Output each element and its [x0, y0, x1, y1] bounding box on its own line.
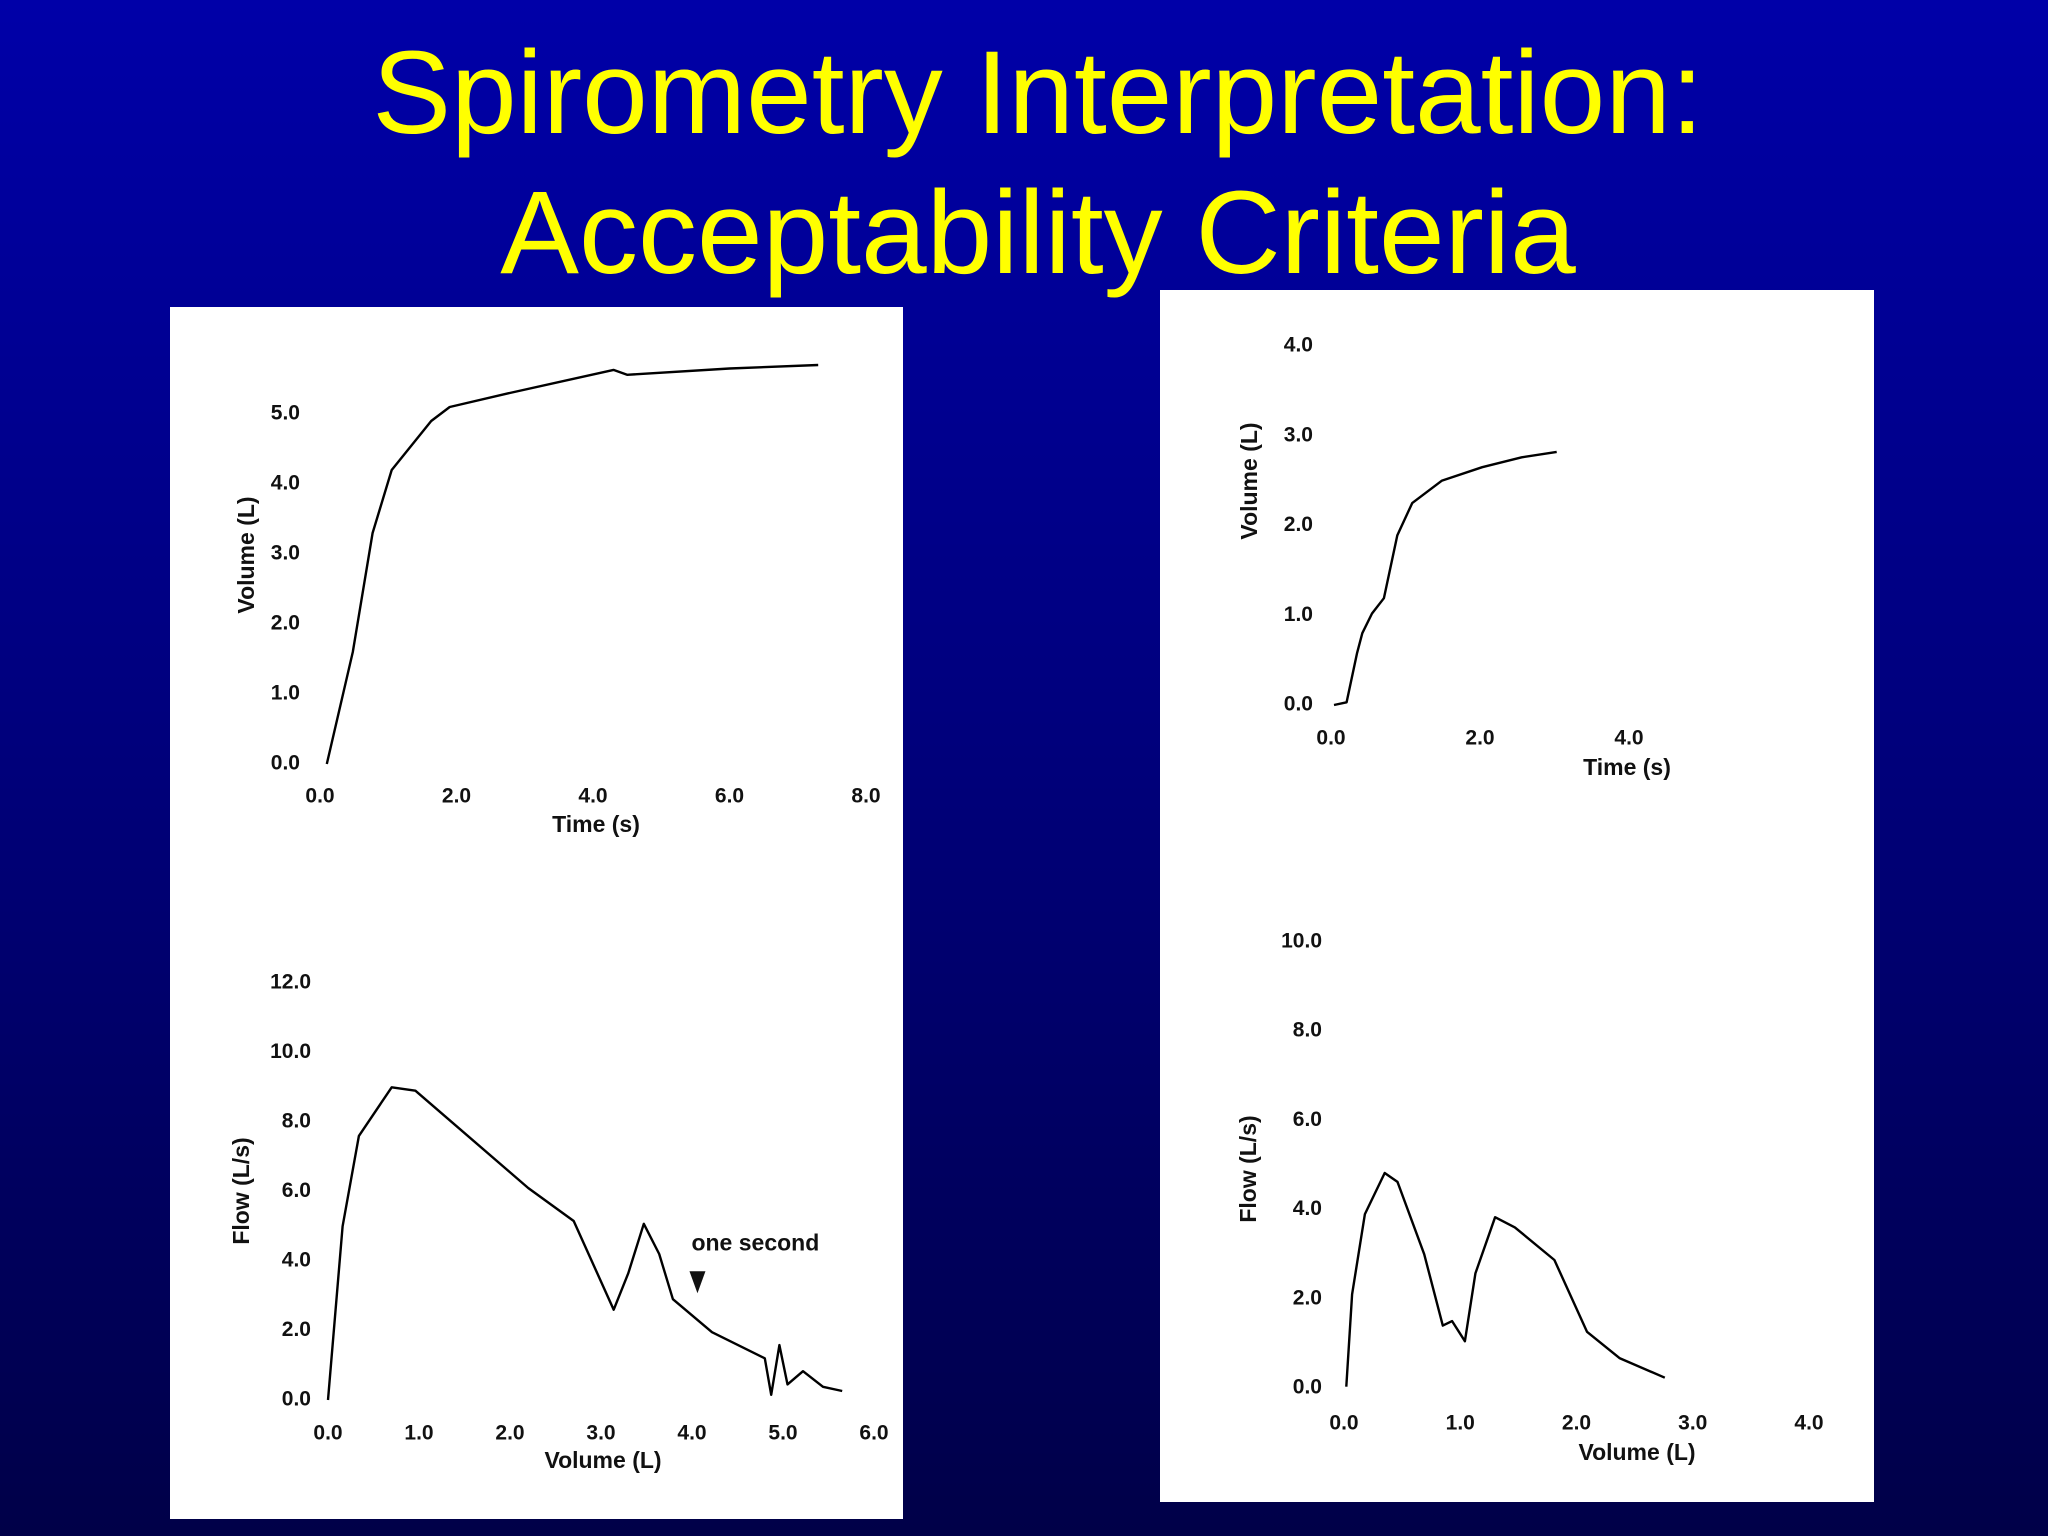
data-line: [326, 1086, 843, 1401]
x-tick-label: 2.0: [1465, 727, 1494, 750]
y-axis-title: Flow (L/s): [1235, 1115, 1261, 1222]
y-tick-label: 4.0: [1284, 334, 1313, 357]
x-tick-label: 4.0: [677, 1422, 706, 1445]
y-tick-label: 1.0: [271, 682, 300, 705]
y-axis-title: Flow (L/s): [228, 1137, 254, 1244]
y-tick-label: 0.0: [1293, 1376, 1322, 1399]
x-tick-label: 0.0: [313, 1422, 342, 1445]
y-tick-label: 2.0: [282, 1318, 311, 1341]
x-tick-label: 1.0: [404, 1422, 433, 1445]
x-tick-label: 3.0: [586, 1422, 615, 1445]
data-line: [1333, 450, 1557, 707]
x-axis-title: Time (s): [552, 811, 640, 837]
y-tick-label: 12.0: [270, 971, 311, 994]
x-tick-label: 4.0: [1794, 1412, 1823, 1435]
y-tick-label: 4.0: [271, 472, 300, 495]
x-tick-label: 2.0: [442, 785, 471, 808]
x-tick-label: 6.0: [859, 1422, 888, 1445]
y-tick-label: 2.0: [271, 612, 300, 635]
y-tick-label: 10.0: [1281, 930, 1322, 953]
x-tick-label: 0.0: [305, 785, 334, 808]
x-tick-label: 4.0: [1614, 727, 1643, 750]
y-tick-label: 0.0: [1284, 693, 1313, 716]
y-tick-label: 0.0: [271, 752, 300, 775]
y-tick-label: 10.0: [270, 1040, 311, 1063]
y-tick-label: 4.0: [1293, 1197, 1322, 1220]
y-tick-label: 3.0: [271, 542, 300, 565]
annotation-text: one second: [691, 1229, 819, 1255]
y-tick-label: 4.0: [282, 1249, 311, 1272]
y-tick-label: 0.0: [282, 1388, 311, 1411]
x-tick-label: 2.0: [495, 1422, 524, 1445]
x-tick-label: 6.0: [715, 785, 744, 808]
y-axis-title: Volume (L): [233, 496, 259, 613]
data-line: [325, 363, 819, 765]
y-tick-label: 8.0: [282, 1110, 311, 1133]
y-axis-title: Volume (L): [1236, 422, 1262, 539]
y-tick-label: 2.0: [1293, 1286, 1322, 1309]
y-tick-label: 2.0: [1284, 513, 1313, 536]
annotation-arrow: [689, 1271, 706, 1294]
y-tick-label: 8.0: [1293, 1019, 1322, 1042]
y-tick-label: 1.0: [1284, 603, 1313, 626]
x-tick-label: 2.0: [1562, 1412, 1591, 1435]
data-line: [1345, 1171, 1666, 1387]
x-tick-label: 8.0: [851, 785, 880, 808]
x-axis-title: Time (s): [1583, 754, 1671, 780]
figure-panel: [1160, 290, 1874, 1502]
x-tick-label: 4.0: [578, 785, 607, 808]
y-tick-label: 6.0: [1293, 1108, 1322, 1131]
figure-panel: [170, 307, 903, 1519]
x-tick-label: 5.0: [768, 1422, 797, 1445]
x-tick-label: 0.0: [1316, 727, 1345, 750]
y-tick-label: 6.0: [282, 1179, 311, 1202]
x-axis-title: Volume (L): [1578, 1439, 1695, 1465]
x-tick-label: 3.0: [1678, 1412, 1707, 1435]
slide-title-line: Acceptability Criteria: [500, 167, 1576, 299]
x-tick-label: 0.0: [1329, 1412, 1358, 1435]
y-tick-label: 3.0: [1284, 423, 1313, 446]
x-axis-title: Volume (L): [544, 1447, 661, 1473]
x-tick-label: 1.0: [1446, 1412, 1475, 1435]
y-tick-label: 5.0: [271, 402, 300, 425]
slide-title-line: Spirometry Interpretation:: [372, 27, 1703, 159]
